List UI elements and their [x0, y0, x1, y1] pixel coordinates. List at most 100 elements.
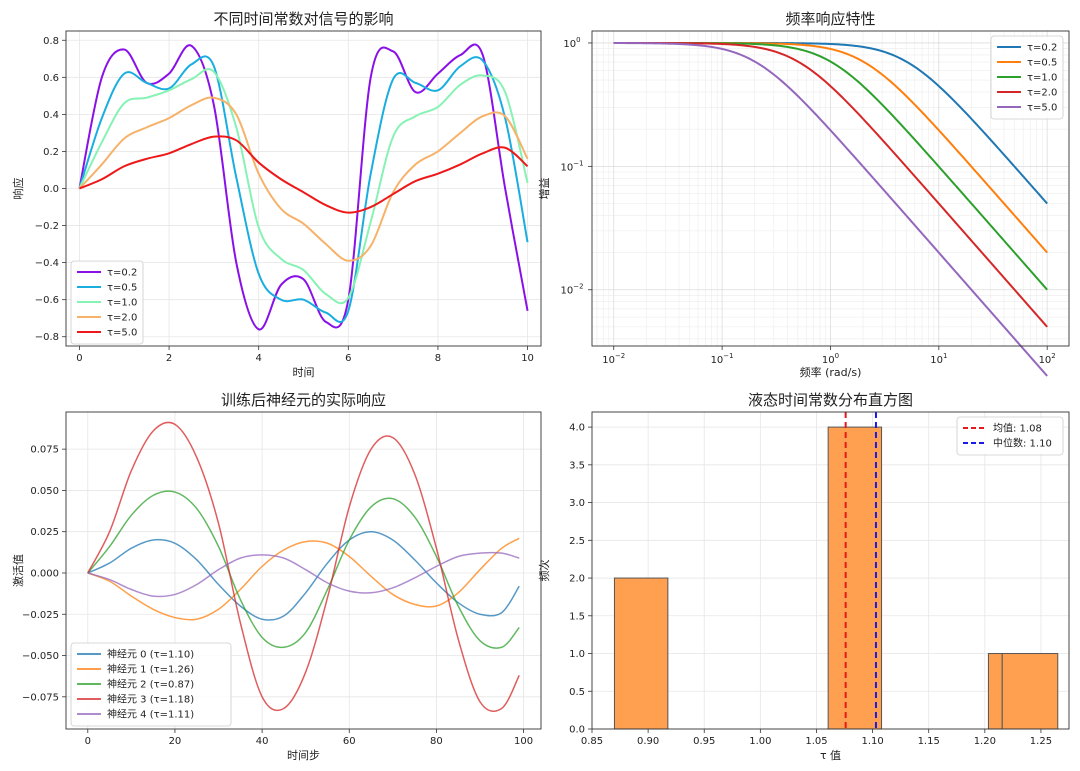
y-tick-label: −0.8 [35, 332, 59, 343]
y-tick-label: −0.2 [35, 221, 59, 232]
legend-entry: τ=0.5 [107, 283, 137, 294]
y-tick-label: 0.2 [43, 147, 59, 158]
y-tick-label: −0.025 [22, 610, 59, 621]
legend-entry: τ=2.0 [107, 313, 137, 324]
x-axis-label: τ 值 [820, 749, 841, 762]
histogram-bar [1001, 653, 1059, 730]
series-line [613, 42, 1048, 377]
axes-frame [591, 411, 1070, 730]
x-tick-label: 40 [256, 736, 269, 747]
chart-title: 训练后神经元的实际响应 [221, 391, 386, 409]
x-tick-label: 100 [822, 352, 839, 366]
x-tick-label: 10−2 [602, 352, 625, 366]
legend-box [70, 642, 232, 727]
y-axis-label: 激活值 [11, 554, 25, 587]
y-axis-label: 增益 [537, 178, 551, 200]
legend-entry: τ=0.5 [1027, 58, 1057, 69]
y-tick-label: 2.5 [569, 536, 585, 547]
y-tick-label: −0.6 [35, 295, 59, 306]
y-tick-label: −0.4 [35, 258, 59, 269]
x-axis-label: 频率 (rad/s) [800, 365, 862, 379]
y-tick-label: 3.0 [569, 498, 585, 509]
chart-title: 液态时间常数分布直方图 [748, 391, 913, 409]
x-tick-label: 1.20 [974, 736, 996, 747]
y-tick-label: 3.5 [569, 460, 585, 471]
x-tick-label: 0.95 [693, 736, 715, 747]
x-tick-label: 1.05 [805, 736, 827, 747]
y-tick-label: 1.0 [569, 649, 585, 660]
legend-entry: 中位数: 1.10 [993, 437, 1052, 450]
y-tick-label: 2.0 [569, 574, 585, 585]
x-tick-label: 0.85 [581, 736, 603, 747]
axes-frame [65, 411, 542, 730]
y-axis-label: 响应 [11, 178, 25, 200]
y-tick-label: −0.075 [22, 692, 59, 703]
x-tick-label: 60 [343, 736, 356, 747]
y-tick-label: 10−1 [560, 159, 583, 173]
x-tick-label: 1.10 [861, 736, 883, 747]
y-tick-label: 10−2 [560, 283, 583, 297]
legend-entry: 神经元 3 (τ=1.18) [107, 693, 194, 706]
x-tick-label: 1.25 [1030, 736, 1052, 747]
y-tick-label: 0.6 [43, 73, 59, 84]
x-tick-label: 6 [345, 353, 351, 364]
panel-tau-histogram: 0.85 0.90 0.95 1.00 1.05 1.10 1.15 1.20 1.25 0.0 0… [537, 391, 1070, 762]
y-tick-label: 0.0 [43, 184, 59, 195]
y-tick-label: 100 [563, 36, 580, 50]
x-axis-label: 时间 [293, 366, 315, 379]
legend-entry: τ=1.0 [107, 298, 137, 309]
series-line [78, 55, 529, 324]
series-line [87, 551, 520, 598]
y-tick-label: 0.5 [569, 687, 585, 698]
x-tick-label: 102 [1039, 352, 1056, 366]
x-tick-label: 0 [85, 736, 91, 747]
legend-entry: τ=1.0 [1027, 73, 1057, 84]
chart-title: 频率响应特性 [785, 10, 875, 28]
legend-entry: 神经元 4 (τ=1.11) [107, 708, 194, 721]
legend-box [990, 35, 1064, 120]
legend-entry: 均值: 1.08 [993, 422, 1042, 435]
y-tick-label: 0.4 [43, 110, 59, 121]
legend-entry: 神经元 0 (τ=1.10) [107, 648, 194, 661]
legend-entry: τ=0.2 [1027, 43, 1057, 54]
legend-entry: τ=2.0 [1027, 88, 1057, 99]
series-line [79, 135, 529, 214]
y-tick-label: −0.050 [22, 651, 59, 662]
x-tick-label: 2 [166, 353, 172, 364]
series-line [78, 68, 529, 305]
axes-frame [65, 30, 542, 347]
x-tick-label: 1.00 [749, 736, 771, 747]
x-tick-label: 0 [76, 353, 82, 364]
legend-entry: τ=5.0 [107, 328, 137, 339]
y-tick-label: 0.025 [30, 527, 59, 538]
x-tick-label: 1.15 [918, 736, 940, 747]
legend-box [70, 260, 144, 345]
y-tick-label: 0.075 [30, 445, 59, 456]
legend-entry: τ=0.2 [107, 268, 137, 279]
x-axis-label: 时间步 [287, 749, 320, 762]
y-tick-label: 0.000 [30, 568, 59, 579]
legend-entry: 神经元 2 (τ=0.87) [107, 678, 194, 691]
y-axis-label: 频次 [537, 560, 551, 582]
histogram-bar [613, 577, 669, 730]
y-tick-label: 0.8 [43, 36, 59, 47]
y-tick-label: 0.0 [569, 725, 585, 736]
series-line [613, 41, 1048, 328]
legend-entry: τ=5.0 [1027, 103, 1057, 114]
axes-frame [591, 30, 1070, 347]
x-tick-label: 0.90 [637, 736, 659, 747]
legend-entry: 神经元 1 (τ=1.26) [107, 663, 194, 676]
x-tick-label: 10−1 [711, 352, 734, 366]
series-line [87, 421, 520, 713]
x-tick-label: 100 [514, 736, 533, 747]
series-line [78, 43, 529, 331]
panel-time-constant-signal: 0 2 4 6 8 10 −0.8 −0.6 −0.4 −0.2 0.0 0.2 0.4 0.6 0.8 不同… [11, 10, 542, 379]
series-line [87, 490, 520, 649]
x-tick-label: 4 [256, 353, 262, 364]
y-tick-label: 0.050 [30, 486, 59, 497]
y-tick-label: 4.0 [569, 423, 585, 434]
histogram-bar [827, 426, 883, 730]
chart-title: 不同时间常数对信号的影响 [213, 10, 393, 28]
series-line [78, 96, 529, 262]
